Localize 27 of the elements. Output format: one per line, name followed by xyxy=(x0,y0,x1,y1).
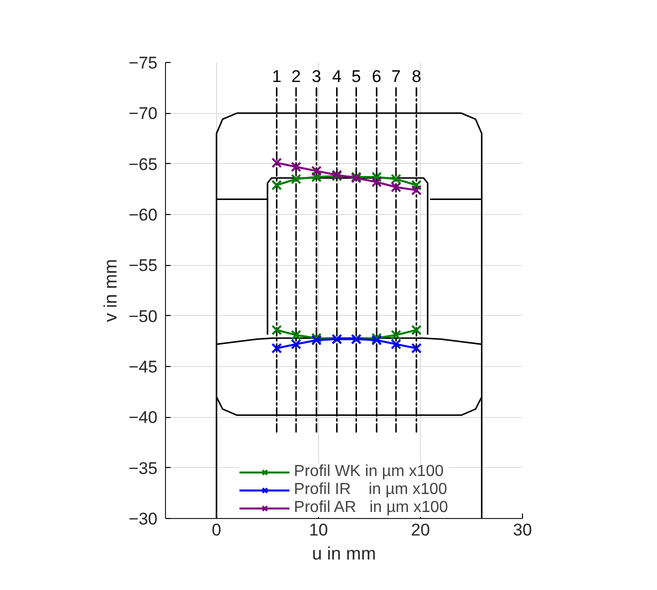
y-tick-label: −70 xyxy=(128,104,158,124)
y-axis-title: v in mm xyxy=(100,259,121,322)
annotation: 1 xyxy=(272,66,282,86)
x-tick-label: 30 xyxy=(513,520,532,540)
annotation: 5 xyxy=(352,66,361,86)
annotation: 2 xyxy=(291,66,301,86)
legend-label: Profil IR in µm x100 xyxy=(294,481,448,499)
x-tick-label: 10 xyxy=(309,520,328,540)
y-tick-label: −50 xyxy=(128,306,158,326)
y-tick-label: −35 xyxy=(128,458,158,478)
annotation: 4 xyxy=(332,66,342,86)
annotation: 8 xyxy=(412,66,422,86)
x-tick-label: 20 xyxy=(411,520,430,540)
y-tick-label: −60 xyxy=(128,206,158,224)
y-tick-label: −65 xyxy=(128,154,158,174)
y-tick-label: −55 xyxy=(128,256,158,276)
annotation: 3 xyxy=(312,66,322,86)
annotation: 7 xyxy=(391,66,401,86)
y-tick-label: −75 xyxy=(128,54,158,72)
legend-label: Profil WK in µm x100 xyxy=(294,463,444,481)
y-tick-label: −40 xyxy=(128,408,158,428)
legend-label: Profil AR in µm x100 xyxy=(294,499,448,517)
annotation: 6 xyxy=(372,66,382,86)
x-axis-title: u in mm xyxy=(312,544,376,564)
y-tick-label: −30 xyxy=(128,510,158,528)
x-tick-label: 0 xyxy=(212,520,222,540)
y-tick-label: −45 xyxy=(128,358,158,376)
